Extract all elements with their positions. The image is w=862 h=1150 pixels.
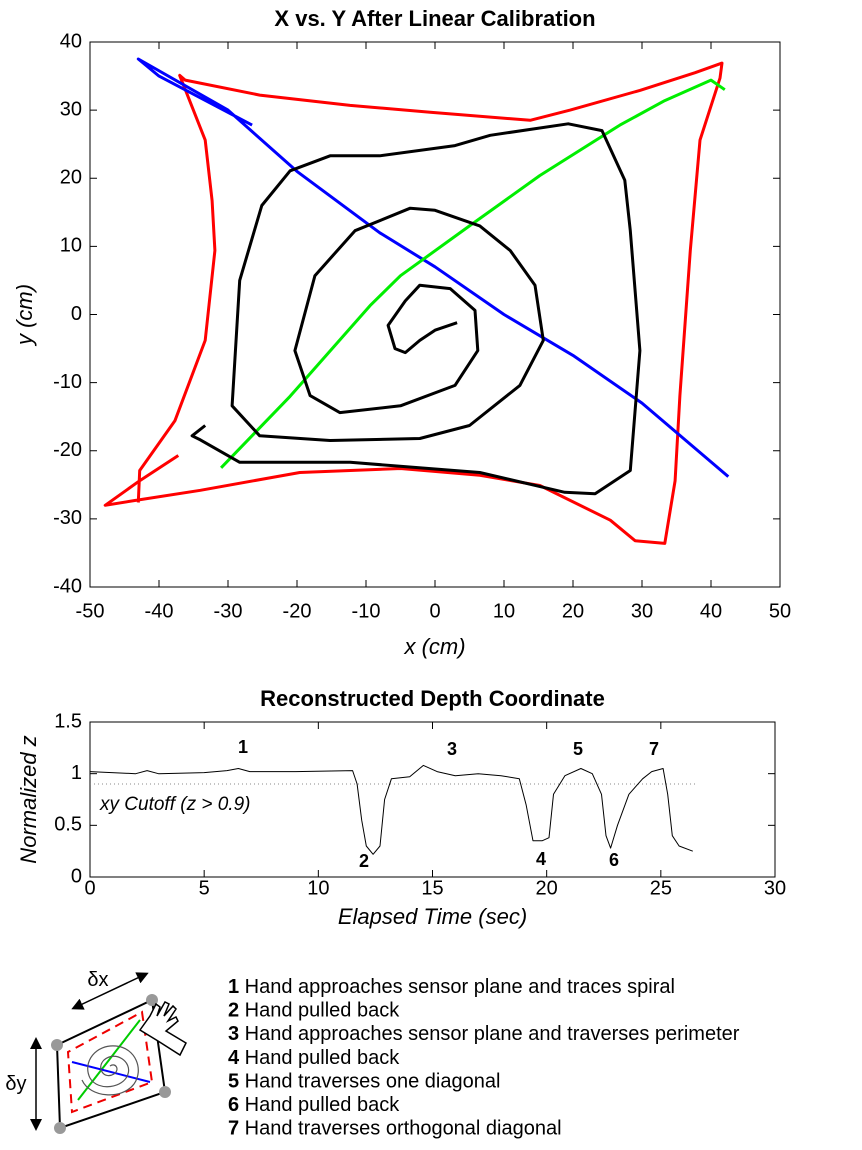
y-tick-label: 40 [60,30,82,52]
phase-annotation: 7 [649,739,659,759]
x-tick-label: 0 [84,877,95,899]
data-line [190,122,642,496]
y-tick-label: -10 [53,371,82,393]
step-text: Hand traverses orthogonal diagonal [239,1118,561,1140]
plot-frame [89,721,776,878]
step-item: 2 Hand pulled back [228,1000,400,1022]
chart-title: X vs. Y After Linear Calibration [274,6,595,31]
x-tick-label: -10 [352,600,381,622]
y-tick-label: -40 [53,575,82,597]
x-tick-label: 20 [562,600,584,622]
x-tick-label: -30 [214,600,243,622]
diagonal-path [77,1019,141,1101]
y-tick-label: 0.5 [54,814,82,836]
step-item: 7 Hand traverses orthogonal diagonal [228,1118,562,1140]
x-tick-label: 30 [764,877,786,899]
x-tick-label: 30 [631,600,653,622]
y-tick-label: 0 [71,303,82,325]
step-number: 2 [228,1000,239,1022]
x-axis-label: x (cm) [403,634,465,659]
step-number: 5 [228,1071,239,1093]
dx-arrow [71,972,149,1010]
step-number: 3 [228,1023,239,1045]
chart-title: Reconstructed Depth Coordinate [260,686,605,711]
sensor [146,994,158,1006]
step-item: 1 Hand approaches sensor plane and trace… [228,976,675,998]
data-line [220,78,726,469]
y-axis-label: y (cm) [12,284,37,347]
y-tick-label: 20 [60,167,82,189]
y-tick-label: 10 [60,235,82,257]
step-number: 6 [228,1094,239,1116]
step-number: 1 [228,976,239,998]
phase-annotation: 6 [609,850,619,870]
step-number: 4 [228,1047,240,1069]
x-tick-label: 20 [536,877,558,899]
step-item: 5 Hand traverses one diagonal [228,1071,500,1093]
y-tick-label: -30 [53,507,82,529]
sensor [51,1039,63,1051]
phase-annotation: 3 [447,739,457,759]
dy-label: δy [5,1073,26,1095]
x-tick-label: 25 [650,877,672,899]
phase-annotation: 5 [573,739,583,759]
cutoff-label: xy Cutoff (z > 0.9) [99,794,250,815]
x-tick-label: 15 [421,877,443,899]
step-number: 7 [228,1118,239,1140]
plot-frame [89,41,781,588]
step-text: Hand approaches sensor plane and traces … [239,976,675,998]
step-item: 3 Hand approaches sensor plane and trave… [228,1023,740,1045]
perimeter-path [66,1010,154,1114]
y-tick-label: 1.5 [54,710,82,732]
x-tick-label: 5 [199,877,210,899]
y-tick-label: 1 [71,762,82,784]
x-tick-label: -40 [145,600,174,622]
y-axis-label: Normalized z [16,735,41,863]
step-text: Hand pulled back [239,1047,400,1069]
step-text: Hand approaches sensor plane and travers… [239,1023,740,1045]
x-tick-label: 50 [769,600,791,622]
y-tick-label: 30 [60,98,82,120]
x-tick-label: 40 [700,600,722,622]
hand-icon [138,1001,187,1057]
phase-annotation: 2 [359,851,369,871]
step-text: Hand traverses one diagonal [239,1071,500,1093]
sensor-diagram: δx δy [5,969,187,1134]
x-tick-label: -50 [76,600,105,622]
x-axis-label: Elapsed Time (sec) [338,904,527,929]
data-line [136,57,730,478]
step-text: Hand pulled back [239,1000,400,1022]
data-line [103,61,724,545]
x-tick-label: -20 [283,600,312,622]
sensor [54,1122,66,1134]
spiral-path [81,1045,139,1096]
step-text: Hand pulled back [239,1094,400,1116]
y-tick-label: 0 [71,865,82,887]
phase-annotation: 4 [536,849,546,869]
data-line [89,764,693,855]
x-tick-label: 10 [307,877,329,899]
step-item: 4 Hand pulled back [228,1047,400,1069]
x-tick-label: 0 [429,600,440,622]
step-item: 6 Hand pulled back [228,1094,400,1116]
x-tick-label: 10 [493,600,515,622]
sensor [159,1086,171,1098]
phase-annotation: 1 [238,737,248,757]
step-list: 1 Hand approaches sensor plane and trace… [228,976,740,1140]
dx-label: δx [87,969,108,991]
y-tick-label: -20 [53,439,82,461]
